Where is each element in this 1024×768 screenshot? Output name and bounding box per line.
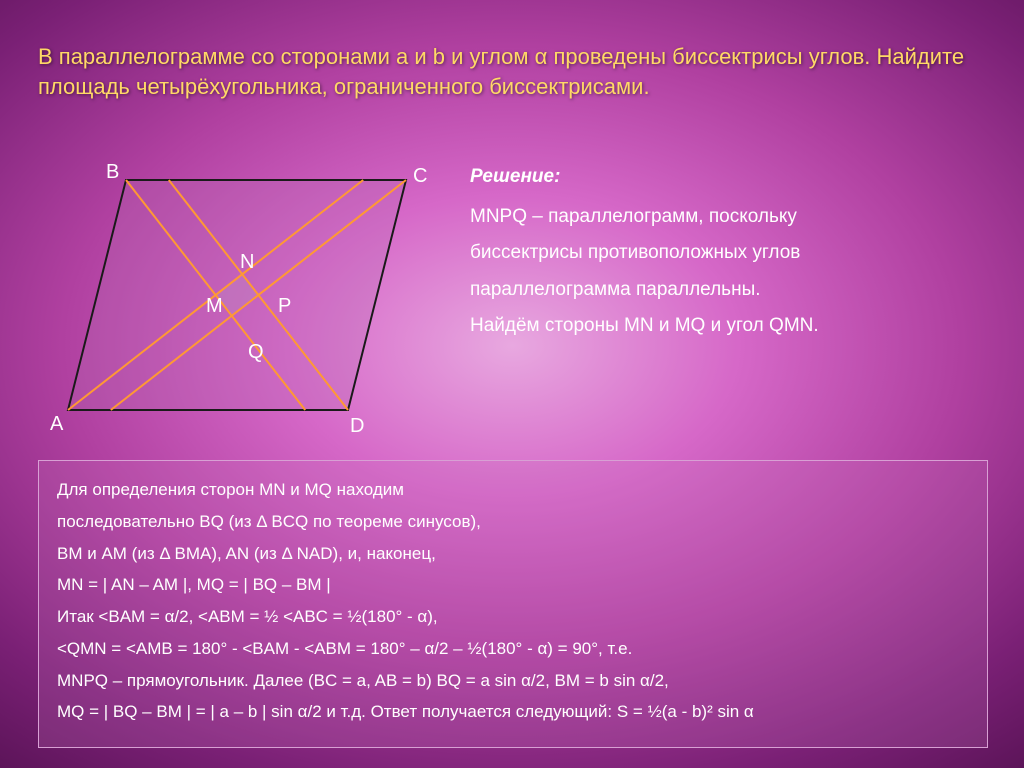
- solution-line: биссектрисы противоположных углов: [470, 236, 994, 270]
- solution-line: параллелограмма параллельны.: [470, 273, 994, 307]
- derivation-line: <QMN = <AMB = 180° - <BAM - <ABM = 180° …: [57, 634, 969, 664]
- problem-title: В параллелограмме со сторонами a и b и у…: [38, 42, 986, 101]
- svg-text:B: B: [106, 161, 119, 183]
- solution-header: Решение:: [470, 160, 994, 194]
- svg-text:C: C: [413, 165, 427, 187]
- derivation-line: MNPQ – прямоугольник. Далее (BC = a, AB …: [57, 666, 969, 696]
- solution-block: Решение: MNPQ – параллелограмм, поскольк…: [470, 160, 994, 345]
- derivation-line: Итак <BAM = α/2, <ABM = ½ <ABC = ½(180° …: [57, 602, 969, 632]
- svg-text:Q: Q: [248, 341, 264, 363]
- derivation-line: последовательно BQ (из Δ BCQ по теореме …: [57, 507, 969, 537]
- derivation-line: MN = | AN – AM |, MQ = | BQ – BM |: [57, 570, 969, 600]
- svg-text:N: N: [240, 251, 254, 273]
- derivation-line: MQ = | BQ – BM | = | a – b | sin α/2 и т…: [57, 697, 969, 727]
- derivation-line: Для определения сторон MN и MQ находим: [57, 475, 969, 505]
- solution-line: MNPQ – параллелограмм, поскольку: [470, 200, 994, 234]
- solution-line: Найдём стороны MN и MQ и угол QMN.: [470, 309, 994, 343]
- derivation-box: Для определения сторон MN и MQ находим п…: [38, 460, 988, 748]
- parallelogram-diagram: A B C D M N P Q: [38, 160, 438, 440]
- svg-text:D: D: [350, 415, 364, 437]
- derivation-line: BM и AM (из Δ BMA), AN (из Δ NAD), и, на…: [57, 539, 969, 569]
- svg-text:P: P: [278, 295, 291, 317]
- svg-text:A: A: [50, 413, 64, 435]
- svg-text:M: M: [206, 295, 223, 317]
